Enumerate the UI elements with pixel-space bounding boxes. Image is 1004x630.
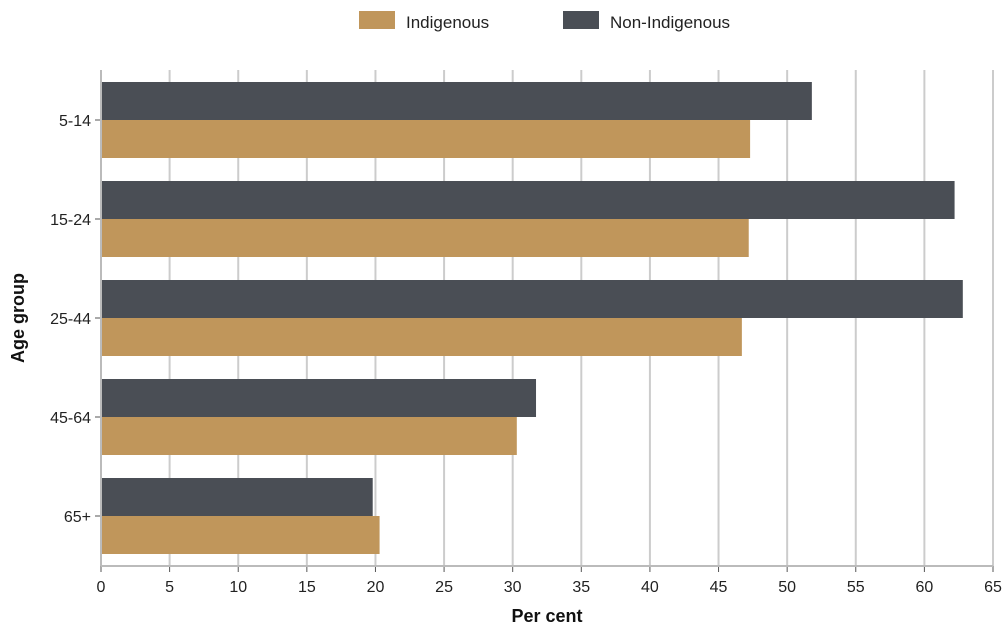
y-category-labels: 5-14 15-24 25-44 45-64 65+ [50, 113, 91, 526]
bar-non-indigenous-25-44 [101, 280, 963, 318]
x-tick-labels: 0 5 10 15 20 25 30 35 40 45 50 55 60 65 [97, 579, 1002, 596]
x-tick-label-10: 10 [229, 579, 247, 596]
legend-item-non-indigenous: Non-Indigenous [563, 11, 730, 32]
x-tick-label-5: 5 [165, 579, 174, 596]
x-tick-label-45: 45 [710, 579, 728, 596]
axes [95, 70, 994, 572]
bar-non-indigenous-65+ [101, 478, 373, 516]
legend-label-indigenous: Indigenous [406, 13, 489, 32]
bar-indigenous-65+ [101, 516, 380, 554]
x-tick-label-35: 35 [572, 579, 590, 596]
legend-swatch-non-indigenous [563, 11, 599, 29]
y-category-label-45-64: 45-64 [50, 410, 91, 427]
y-category-label-25-44: 25-44 [50, 311, 91, 328]
y-axis-title: Age group [8, 273, 28, 363]
y-category-label-15-24: 15-24 [50, 212, 91, 229]
legend: Indigenous Non-Indigenous [359, 11, 730, 32]
legend-item-indigenous: Indigenous [359, 11, 489, 32]
x-tick-label-60: 60 [915, 579, 933, 596]
bars [101, 82, 963, 554]
x-tick-label-15: 15 [298, 579, 316, 596]
x-tick-label-55: 55 [847, 579, 865, 596]
bar-indigenous-25-44 [101, 318, 742, 356]
bar-non-indigenous-5-14 [101, 82, 812, 120]
bar-indigenous-15-24 [101, 219, 749, 257]
x-tick-label-20: 20 [367, 579, 385, 596]
x-tick-label-40: 40 [641, 579, 659, 596]
x-tick-label-50: 50 [778, 579, 796, 596]
x-tick-label-25: 25 [435, 579, 453, 596]
x-tick-label-30: 30 [504, 579, 522, 596]
y-category-label-5-14: 5-14 [59, 113, 91, 130]
bar-indigenous-5-14 [101, 120, 751, 158]
x-tick-label-0: 0 [97, 579, 106, 596]
y-category-label-65+: 65+ [64, 509, 91, 526]
x-axis-title: Per cent [511, 606, 582, 626]
bar-non-indigenous-45-64 [101, 379, 537, 417]
x-tick-label-65: 65 [984, 579, 1002, 596]
legend-label-non-indigenous: Non-Indigenous [610, 13, 730, 32]
bar-indigenous-45-64 [101, 417, 517, 455]
bar-non-indigenous-15-24 [101, 181, 955, 219]
legend-swatch-indigenous [359, 11, 395, 29]
